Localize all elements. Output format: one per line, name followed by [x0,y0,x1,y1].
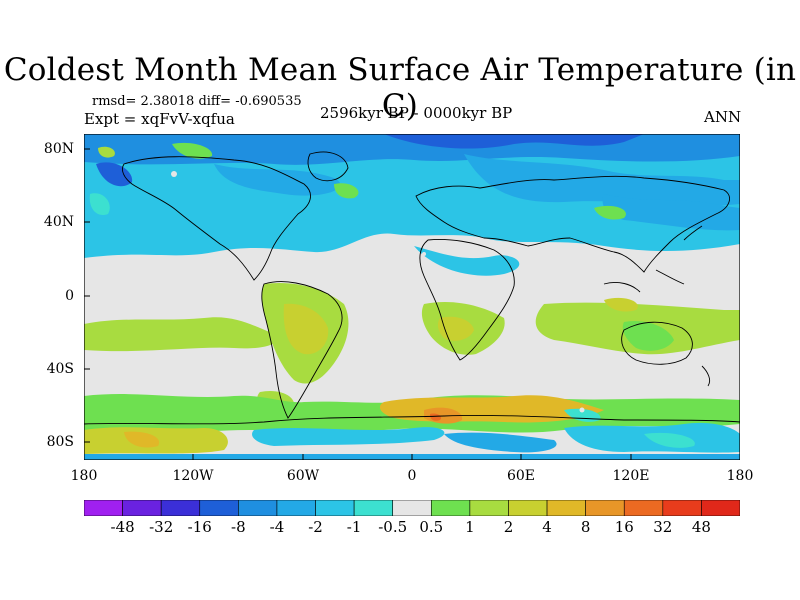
lon-label: 120E [612,468,650,484]
colorbar-swatch [160,500,201,516]
colorbar-swatch [276,500,316,516]
colorbar [84,500,740,516]
colorbar-swatch [623,500,664,516]
colorbar-swatch [508,500,548,516]
colorbar-swatch [315,500,355,516]
lat-label: 40S [46,361,74,377]
lat-label: 40N [43,214,74,230]
lon-label: 120W [172,468,214,484]
lon-label: 60E [506,468,536,484]
colorbar-label: 32 [653,518,673,536]
colorbar-label: -2 [308,518,323,536]
lat-label: 0 [65,288,74,304]
colorbar-swatch [122,500,162,516]
colorbar-label: -1 [346,518,362,536]
colorbar-swatch [238,500,278,516]
colorbar-label: 1 [465,518,475,536]
lon-label: 60W [286,468,320,484]
colorbar-swatch [585,500,625,516]
colorbar-label: -32 [149,518,174,536]
colorbar-label: -16 [187,518,212,536]
lat-label: 80N [43,141,74,157]
lat-label: 80S [46,434,74,450]
experiment-line: Expt = xqFvV-xqfua [84,110,235,128]
chart-title: Coldest Month Mean Surface Air Temperatu… [3,52,797,124]
northern-cool-anomaly [84,134,740,276]
colorbar-swatch [546,500,586,516]
colorbar-swatch [701,500,740,516]
colorbar-label: -48 [110,518,135,536]
lon-label: 180 [726,468,754,484]
colorbar-label: 2 [503,518,514,536]
axis-ticks [84,148,632,460]
colorbar-swatch [84,500,123,516]
northern-warm-patches [98,142,626,220]
colorbar-label: 16 [614,518,634,536]
continent-outlines [84,151,740,425]
map-islands [171,171,585,413]
colorbar-label: 4 [542,518,552,536]
colorbar-swatch [662,500,702,516]
lon-label: 180 [70,468,98,484]
colorbar-label: 8 [580,518,591,536]
period-label: 2596kyr BP - 0000kyr BP [320,104,513,122]
colorbar-label: 48 [691,518,711,536]
lon-label: 0 [407,468,417,484]
colorbar-swatch [430,500,471,516]
southern-warm-anomaly [84,282,740,418]
colorbar-swatch [353,500,394,516]
colorbar-label: 0.5 [419,518,444,536]
colorbar-swatch [392,500,432,516]
colorbar-swatch [469,500,509,516]
temperature-anomaly-map [84,134,740,460]
colorbar-label: -4 [269,518,285,536]
colorbar-label: -8 [231,518,246,536]
season-label: ANN [704,108,742,126]
colorbar-swatch [199,500,239,516]
colorbar-label: -0.5 [378,518,408,536]
stats-line: rmsd= 2.38018 diff= -0.690535 [92,94,302,109]
